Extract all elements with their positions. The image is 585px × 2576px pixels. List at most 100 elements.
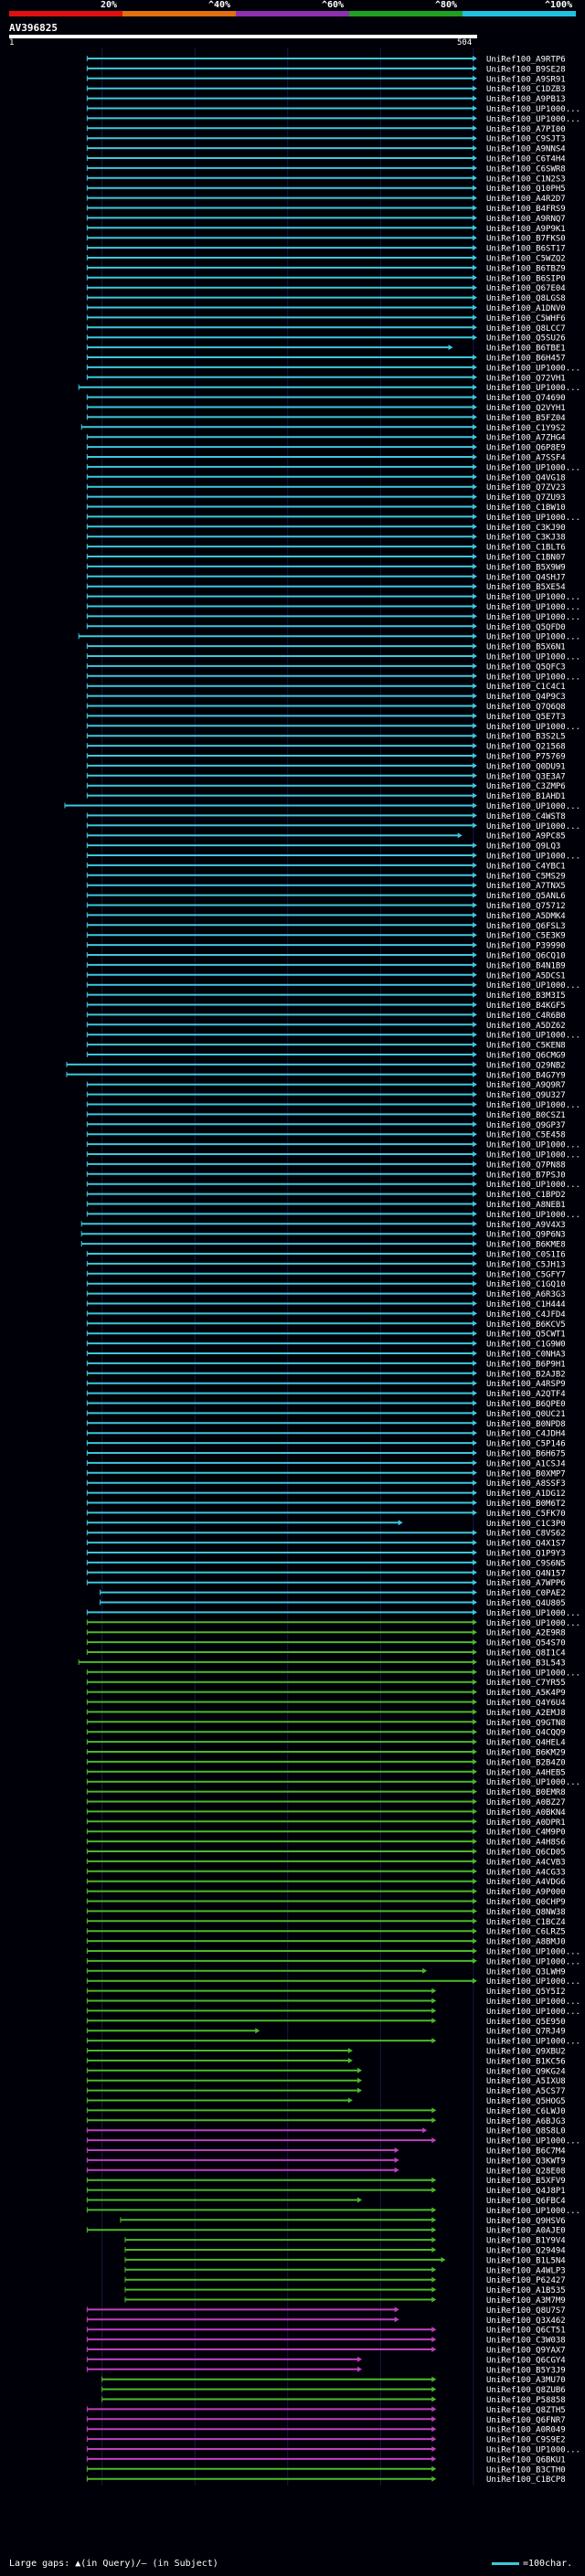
hit-label[interactable]: UniRef100_A3MU70 (486, 2376, 566, 2385)
hit-label[interactable]: UniRef100_C0S1I6 (486, 1251, 566, 1260)
hit-label[interactable]: UniRef100_Q0DU91 (486, 762, 566, 771)
hit-label[interactable]: UniRef100_UP1000... (486, 1669, 580, 1678)
hit-label[interactable]: UniRef100_C4R6B0 (486, 1012, 566, 1021)
hit-label[interactable]: UniRef100_C5E3K9 (486, 932, 566, 941)
hit-label[interactable]: UniRef100_B3S2L5 (486, 733, 566, 742)
hit-label[interactable]: UniRef100_B0XMP7 (486, 1469, 566, 1479)
hit-label[interactable]: UniRef100_Q8ZUB6 (486, 2386, 566, 2395)
hit-label[interactable]: UniRef100_Q3LWH9 (486, 1967, 566, 1977)
hit-label[interactable]: UniRef100_C4JFD4 (486, 1310, 566, 1320)
hit-label[interactable]: UniRef100_C3W038 (486, 2337, 566, 2346)
hit-label[interactable]: UniRef100_C1Y9S2 (486, 424, 566, 433)
hit-label[interactable]: UniRef100_Q3E3A7 (486, 772, 566, 781)
hit-label[interactable]: UniRef100_C3KJ90 (486, 524, 566, 533)
hit-label[interactable]: UniRef100_B6ST17 (486, 245, 566, 254)
hit-label[interactable]: UniRef100_A4R2D7 (486, 195, 566, 204)
hit-label[interactable]: UniRef100_B3M3I5 (486, 991, 566, 1001)
hit-label[interactable]: UniRef100_Q7Q6Q8 (486, 703, 566, 712)
hit-label[interactable]: UniRef100_C4WST8 (486, 812, 566, 822)
hit-label[interactable]: UniRef100_UP1000... (486, 1778, 580, 1787)
hit-label[interactable]: UniRef100_A0DPR1 (486, 1818, 566, 1828)
hit-label[interactable]: UniRef100_B0M6T2 (486, 1500, 566, 1509)
hit-label[interactable]: UniRef100_C1C4C1 (486, 683, 566, 692)
hit-label[interactable]: UniRef100_A4HEB5 (486, 1768, 566, 1777)
hit-label[interactable]: UniRef100_C5WZQ2 (486, 255, 566, 264)
hit-label[interactable]: UniRef100_B4G7Y9 (486, 1071, 566, 1080)
hit-label[interactable]: UniRef100_UP1000... (486, 2038, 580, 2047)
hit-label[interactable]: UniRef100_A5DMK4 (486, 912, 566, 921)
hit-label[interactable]: UniRef100_UP1000... (486, 1181, 580, 1190)
hit-label[interactable]: UniRef100_C1BLT6 (486, 544, 566, 553)
hit-label[interactable]: UniRef100_Q5ANL6 (486, 892, 566, 901)
hit-label[interactable]: UniRef100_Q4VG18 (486, 473, 566, 482)
hit-label[interactable]: UniRef100_Q2VYH1 (486, 404, 566, 413)
hit-label[interactable]: UniRef100_Q7ZU93 (486, 493, 566, 503)
hit-label[interactable]: UniRef100_Q0UC21 (486, 1410, 566, 1419)
hit-label[interactable]: UniRef100_UP1000... (486, 1619, 580, 1628)
hit-label[interactable]: UniRef100_UP1000... (486, 593, 580, 602)
hit-label[interactable]: UniRef100_A5DCS1 (486, 971, 566, 981)
hit-label[interactable]: UniRef100_Q6BKU1 (486, 2455, 566, 2465)
hit-label[interactable]: UniRef100_B6C7M4 (486, 2147, 566, 2157)
hit-label[interactable]: UniRef100_Q6CQ10 (486, 952, 566, 961)
hit-label[interactable]: UniRef100_C9S9E2 (486, 2436, 566, 2445)
hit-label[interactable]: UniRef100_A7SSF4 (486, 454, 566, 463)
hit-label[interactable]: UniRef100_B1AHD1 (486, 792, 566, 801)
hit-label[interactable]: UniRef100_Q6CT51 (486, 2327, 566, 2336)
hit-label[interactable]: UniRef100_Q6P8E9 (486, 444, 566, 453)
hit-label[interactable]: UniRef100_UP1000... (486, 613, 580, 622)
hit-label[interactable]: UniRef100_Q10PH5 (486, 185, 566, 194)
hit-label[interactable]: UniRef100_UP1000... (486, 105, 580, 114)
hit-label[interactable]: UniRef100_A4CG33 (486, 1868, 566, 1877)
hit-label[interactable]: UniRef100_B4FRS9 (486, 205, 566, 214)
hit-label[interactable]: UniRef100_UP1000... (486, 1151, 580, 1161)
hit-label[interactable]: UniRef100_Q6CMG9 (486, 1052, 566, 1061)
hit-label[interactable]: UniRef100_C5JH13 (486, 1260, 566, 1269)
hit-label[interactable]: UniRef100_A5IXU8 (486, 2077, 566, 2086)
hit-label[interactable]: UniRef100_A8NEB1 (486, 1201, 566, 1210)
hit-label[interactable]: UniRef100_B0EMR8 (486, 1788, 566, 1797)
hit-label[interactable]: UniRef100_Q9U327 (486, 1091, 566, 1100)
hit-label[interactable]: UniRef100_A0BKN4 (486, 1808, 566, 1818)
hit-label[interactable]: UniRef100_B6P9H1 (486, 1360, 566, 1369)
hit-label[interactable]: UniRef100_Q28E08 (486, 2167, 566, 2176)
hit-label[interactable]: UniRef100_Q6FSL3 (486, 922, 566, 931)
hit-label[interactable]: UniRef100_B6QPE0 (486, 1400, 566, 1409)
hit-label[interactable]: UniRef100_Q4X1S7 (486, 1540, 566, 1549)
hit-label[interactable]: UniRef100_C1BPD2 (486, 1191, 566, 1200)
hit-label[interactable]: UniRef100_C5P146 (486, 1440, 566, 1449)
hit-label[interactable]: UniRef100_B6TBE1 (486, 345, 566, 354)
hit-label[interactable]: UniRef100_C5E458 (486, 1131, 566, 1140)
hit-label[interactable]: UniRef100_Q8LGS8 (486, 294, 566, 303)
hit-label[interactable]: UniRef100_C6LWJ0 (486, 2107, 566, 2116)
hit-label[interactable]: UniRef100_C3ZMP6 (486, 782, 566, 791)
hit-label[interactable]: UniRef100_A2E9R8 (486, 1629, 566, 1638)
hit-label[interactable]: UniRef100_UP1000... (486, 1609, 580, 1618)
hit-label[interactable]: UniRef100_A1CSJ4 (486, 1459, 566, 1468)
hit-label[interactable]: UniRef100_A2EMJ8 (486, 1709, 566, 1718)
hit-label[interactable]: UniRef100_Q5Y5I2 (486, 1988, 566, 1997)
hit-label[interactable]: UniRef100_B5Y3J9 (486, 2366, 566, 2375)
hit-label[interactable]: UniRef100_A1DNV0 (486, 304, 566, 313)
hit-label[interactable]: UniRef100_Q9P6N3 (486, 1231, 566, 1240)
hit-label[interactable]: UniRef100_Q74690 (486, 394, 566, 403)
hit-label[interactable]: UniRef100_Q54S70 (486, 1639, 566, 1648)
hit-label[interactable]: UniRef100_Q5QFD0 (486, 623, 566, 632)
hit-label[interactable]: UniRef100_Q8ZTH5 (486, 2406, 566, 2415)
hit-label[interactable]: UniRef100_B3CTH0 (486, 2465, 566, 2475)
hit-label[interactable]: UniRef100_UP1000... (486, 364, 580, 373)
hit-label[interactable]: UniRef100_B5XE54 (486, 583, 566, 592)
hit-label[interactable]: UniRef100_UP1000... (486, 673, 580, 682)
hit-label[interactable]: UniRef100_A7WPP6 (486, 1579, 566, 1588)
hit-label[interactable]: UniRef100_Q5SU26 (486, 334, 566, 344)
hit-label[interactable]: UniRef100_UP1000... (486, 384, 580, 393)
hit-label[interactable]: UniRef100_C1GQ10 (486, 1280, 566, 1289)
hit-label[interactable]: UniRef100_A0R049 (486, 2426, 566, 2435)
hit-label[interactable]: UniRef100_UP1000... (486, 633, 580, 642)
hit-label[interactable]: UniRef100_A9PB13 (486, 95, 566, 104)
hit-label[interactable]: UniRef100_Q9LQ3 (486, 843, 560, 852)
hit-label[interactable]: UniRef100_Q3X462 (486, 2316, 566, 2326)
hit-label[interactable]: UniRef100_UP1000... (486, 1957, 580, 1966)
hit-label[interactable]: UniRef100_B6TBZ9 (486, 264, 566, 273)
hit-label[interactable]: UniRef100_Q29NB2 (486, 1061, 566, 1070)
